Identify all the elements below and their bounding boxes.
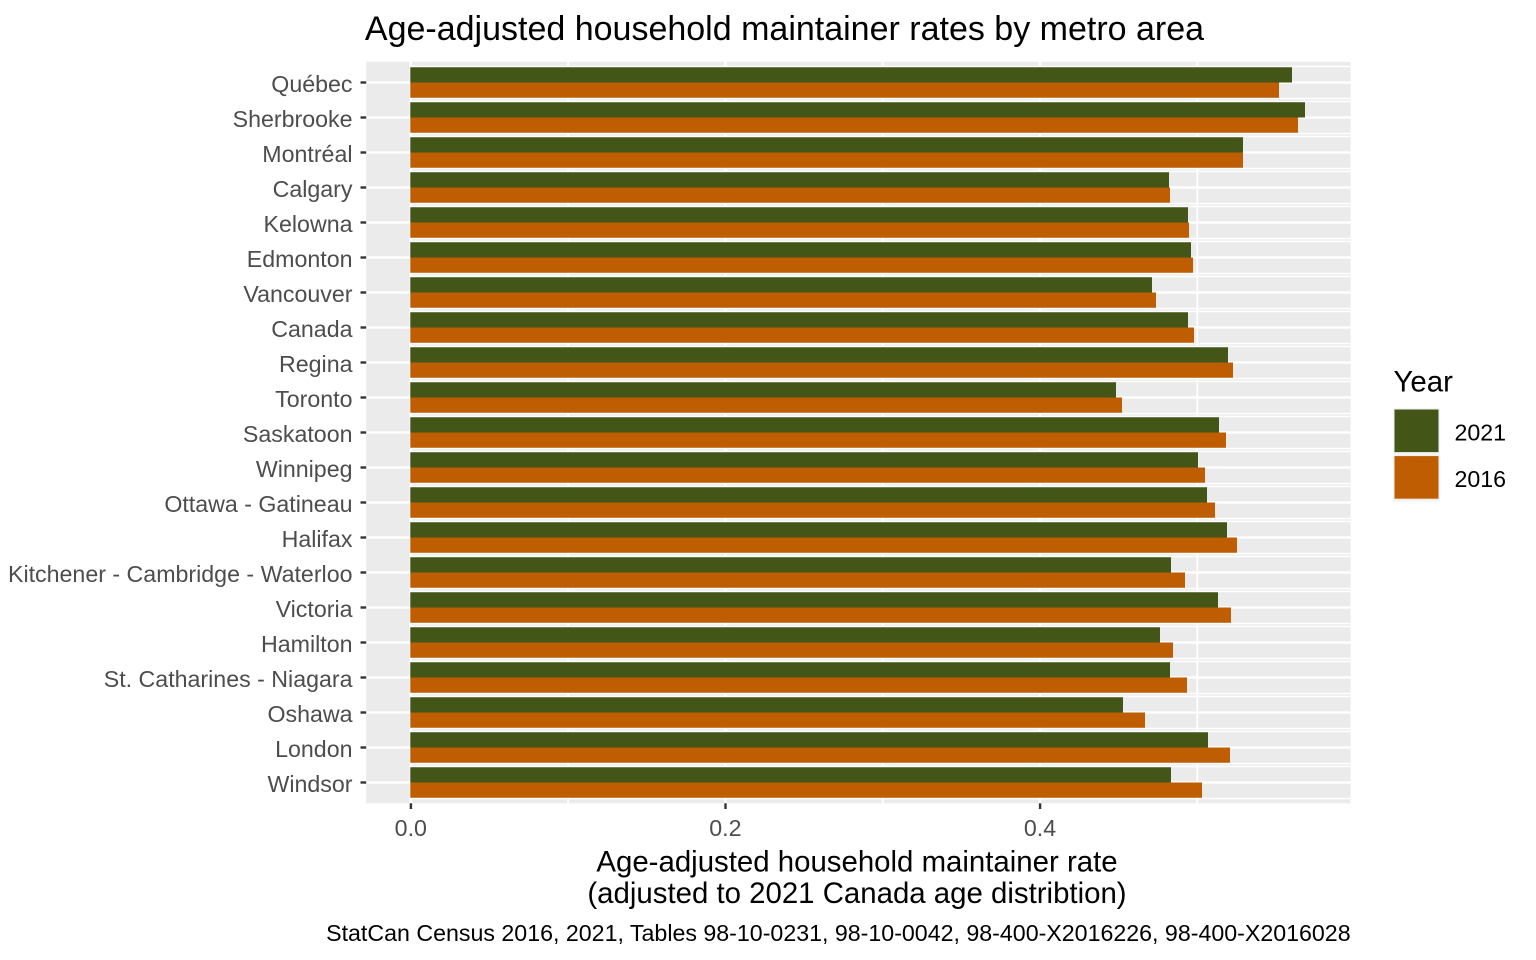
svg-text:Age-adjusted household maintai: Age-adjusted household maintainer rate [596, 845, 1117, 878]
svg-text:Saskatoon: Saskatoon [243, 421, 353, 447]
svg-text:Toronto: Toronto [275, 386, 352, 412]
svg-text:Canada: Canada [271, 316, 352, 342]
svg-text:London: London [275, 736, 352, 762]
svg-text:0.2: 0.2 [709, 815, 741, 841]
svg-text:Sherbrooke: Sherbrooke [233, 106, 353, 132]
svg-text:Oshawa: Oshawa [267, 701, 352, 727]
svg-text:Calgary: Calgary [273, 176, 353, 202]
svg-text:Regina: Regina [279, 351, 353, 377]
svg-text:Age-adjusted household maintai: Age-adjusted household maintainer rates … [365, 10, 1204, 48]
svg-text:Victoria: Victoria [276, 596, 353, 622]
svg-text:Vancouver: Vancouver [243, 281, 352, 307]
svg-text:Kelowna: Kelowna [264, 211, 353, 237]
svg-text:Halifax: Halifax [282, 526, 353, 552]
svg-text:0.0: 0.0 [395, 815, 427, 841]
svg-text:Hamilton: Hamilton [261, 631, 353, 657]
svg-text:Ottawa - Gatineau: Ottawa - Gatineau [164, 491, 352, 517]
svg-text:St. Catharines - Niagara: St. Catharines - Niagara [104, 666, 353, 692]
svg-text:Windsor: Windsor [267, 771, 352, 797]
svg-text:Edmonton: Edmonton [247, 246, 353, 272]
svg-text:2016: 2016 [1455, 466, 1507, 492]
svg-text:Québec: Québec [271, 71, 352, 97]
svg-text:Year: Year [1394, 365, 1454, 398]
svg-text:0.4: 0.4 [1024, 815, 1056, 841]
svg-text:Winnipeg: Winnipeg [256, 456, 353, 482]
svg-text:Kitchener - Cambridge - Waterl: Kitchener - Cambridge - Waterloo [8, 561, 353, 587]
svg-text:(adjusted to 2021 Canada age d: (adjusted to 2021 Canada age distribtion… [587, 877, 1126, 910]
svg-text:2021: 2021 [1455, 420, 1507, 446]
svg-text:Montréal: Montréal [262, 141, 352, 167]
svg-text:StatCan Census 2016, 2021, Tab: StatCan Census 2016, 2021, Tables 98-10-… [326, 920, 1350, 946]
